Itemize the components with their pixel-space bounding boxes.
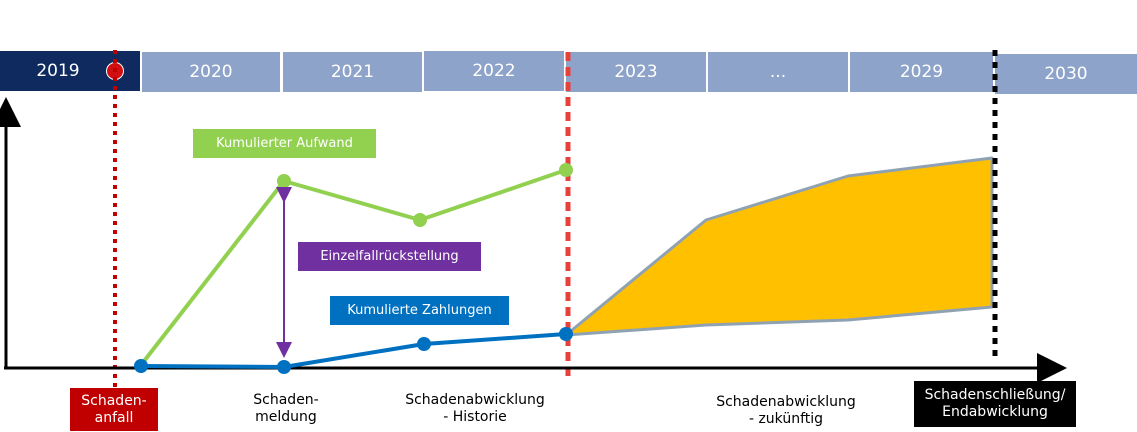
stage-text: Schadenschließung/ Endabwicklung (924, 387, 1066, 420)
label-text: Kumulierte Zahlungen (347, 303, 492, 318)
year-label: 2019 (36, 61, 80, 81)
label-reserve: Einzelfallrückstellung (298, 242, 481, 271)
year-2020: 2020 (142, 52, 280, 92)
label-text: Kumulierter Aufwand (216, 136, 353, 151)
year-2030: 2030 (995, 54, 1137, 94)
payments-point (277, 360, 291, 374)
payments-point (134, 359, 148, 373)
cumulative-payments-line (140, 332, 567, 369)
year-2022: 2022 (424, 51, 564, 91)
year-ellipsis: ... (708, 52, 848, 92)
year-2023: 2023 (566, 52, 706, 92)
expense-point (559, 163, 573, 177)
year-label: 2029 (899, 62, 944, 82)
stage-schadenmeldung: Schaden- meldung (253, 392, 319, 425)
expense-point (277, 174, 291, 188)
payments-point (559, 327, 573, 341)
year-2029: 2029 (850, 52, 993, 92)
year-label: 2030 (1044, 64, 1088, 84)
label-text: Einzelfallrückstellung (320, 249, 459, 264)
stage-endabwicklung: Schadenschließung/ Endabwicklung (914, 381, 1076, 427)
year-label: 2022 (472, 61, 516, 81)
stage-zukuenftig: Schadenabwicklung - zukünftig (716, 394, 856, 427)
cumulative-expense-line (139, 168, 567, 367)
payments-point (417, 337, 431, 351)
label-cumulative-expense: Kumulierter Aufwand (193, 129, 376, 158)
stage-text: Schaden- anfall (81, 392, 147, 426)
label-cumulative-payments: Kumulierte Zahlungen (330, 296, 509, 325)
year-label: 2021 (330, 62, 375, 82)
year-label: 2020 (189, 62, 233, 82)
year-2021: 2021 (283, 52, 422, 92)
year-label: ... (769, 62, 787, 82)
expense-point (413, 213, 427, 227)
future-development-area (564, 156, 994, 337)
stage-schadenanfall: Schaden- anfall (70, 388, 158, 431)
stage-historie: Schadenabwicklung - Historie (405, 392, 545, 425)
year-label: 2023 (614, 62, 658, 82)
year-timeline: 2019 2020 2021 2022 2023 ... 2029 2030 (0, 51, 1137, 94)
